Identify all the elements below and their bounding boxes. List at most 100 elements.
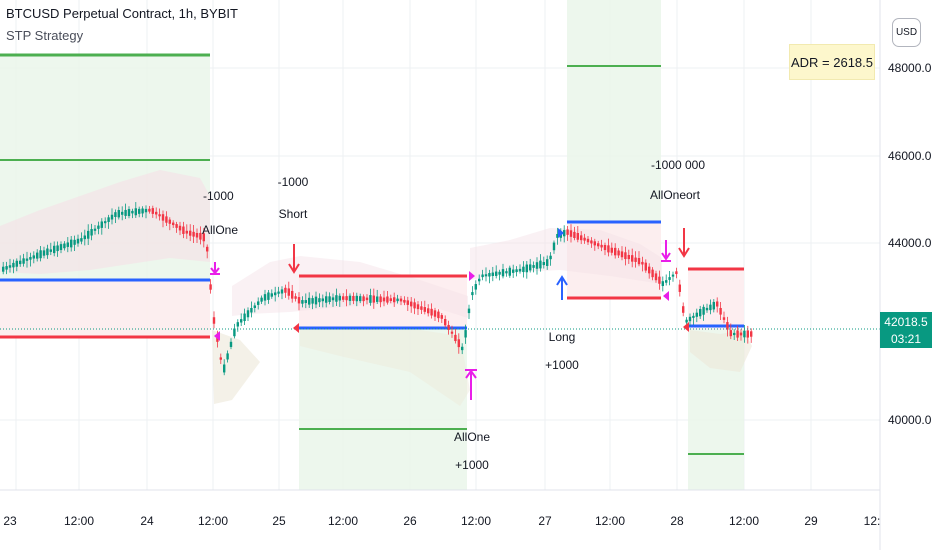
candle [195, 232, 199, 238]
candle [447, 324, 450, 330]
candle [743, 330, 746, 338]
candle [284, 287, 287, 293]
candle [348, 295, 352, 301]
candle [267, 292, 270, 300]
candle [542, 262, 545, 266]
candle [46, 248, 49, 256]
candle [406, 300, 409, 305]
candle [42, 250, 46, 256]
candle [515, 269, 518, 273]
candle [427, 308, 430, 314]
candle [338, 295, 341, 301]
candle [250, 307, 253, 313]
candle [110, 214, 114, 220]
candle [552, 242, 556, 251]
candle [70, 239, 73, 248]
candle [695, 312, 698, 317]
candle [379, 296, 382, 303]
candle [226, 353, 229, 360]
candle [328, 296, 331, 302]
candle [277, 291, 280, 294]
candle [505, 271, 508, 274]
candle [161, 214, 165, 221]
candle [403, 299, 406, 303]
candle [450, 331, 454, 334]
candle [631, 255, 634, 262]
candle [627, 254, 630, 260]
annotation-label: Long [549, 330, 576, 344]
candle [36, 252, 39, 259]
bar-countdown: 03:21 [890, 332, 922, 346]
candle [474, 284, 477, 290]
candle [66, 242, 69, 247]
candle [590, 240, 593, 244]
candle [461, 346, 464, 351]
candle [134, 208, 137, 216]
candle [501, 269, 505, 277]
candle [668, 277, 671, 280]
candle [19, 260, 22, 265]
candle [59, 244, 63, 251]
candle [525, 264, 528, 273]
candle [151, 208, 154, 214]
candle [172, 222, 175, 226]
candle [624, 252, 627, 260]
candle [580, 235, 583, 241]
candle [512, 269, 515, 273]
time-axis[interactable]: 23 12:00 24 12:00 25 12:00 26 12:00 27 1… [3, 514, 880, 528]
candle [144, 208, 148, 213]
candle [648, 266, 651, 274]
currency-button[interactable]: USD [892, 18, 921, 47]
candle [80, 238, 83, 242]
candle [382, 297, 386, 302]
time-tick-label: 29 [804, 514, 818, 528]
time-tick-label: 12:00 [729, 514, 759, 528]
candle [90, 229, 93, 236]
candle [729, 330, 732, 337]
candle [634, 257, 637, 262]
price-tick-label: 44000.0 [888, 236, 932, 250]
candle [457, 339, 460, 348]
candle [614, 247, 617, 256]
candle [471, 292, 474, 296]
candle [294, 296, 297, 299]
candle [529, 264, 532, 271]
candle [522, 266, 525, 273]
candle [430, 308, 433, 316]
price-axis[interactable]: 48000.0 46000.0 44000.0 40000.0 [888, 61, 932, 427]
symbol-title[interactable]: BTCUSD Perpetual Contract, 1h, BYBIT [6, 6, 238, 21]
time-tick-label: 23 [3, 514, 17, 528]
annotation-label: Short [279, 207, 308, 221]
candle [12, 262, 15, 268]
time-tick-label: 12:00 [328, 514, 358, 528]
candle [301, 300, 304, 304]
candle [246, 310, 250, 318]
indicator-name[interactable]: STP Strategy [6, 28, 84, 43]
candle [420, 306, 423, 310]
candle [563, 230, 566, 237]
candle [15, 260, 18, 267]
candle [576, 233, 579, 240]
candle [658, 276, 661, 284]
candle [270, 293, 273, 297]
candle [739, 332, 743, 336]
candle [253, 305, 256, 308]
candle [182, 226, 185, 234]
candle [236, 322, 239, 327]
candle [661, 281, 664, 287]
trade-annotations: -1000 AllOne -1000 Short AllOne +1000 Lo… [202, 158, 705, 472]
candle [709, 304, 712, 311]
candle [39, 250, 42, 259]
candle [185, 230, 188, 234]
candle [141, 208, 144, 214]
candle [321, 298, 324, 302]
candle [678, 284, 681, 292]
candle [165, 216, 168, 223]
candle [535, 262, 539, 269]
candle [491, 272, 494, 276]
candle [433, 310, 437, 317]
candle [423, 307, 426, 312]
candle [29, 256, 32, 260]
candle [396, 298, 399, 302]
